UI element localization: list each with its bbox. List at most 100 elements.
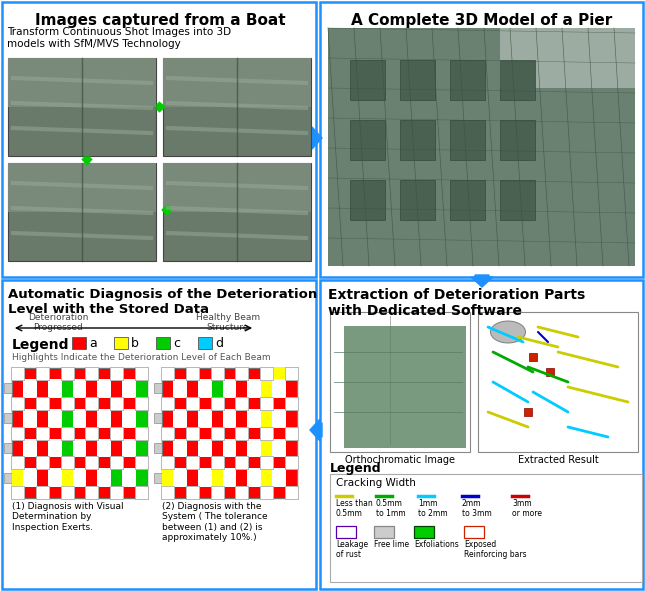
Bar <box>223 439 237 457</box>
Bar <box>154 413 162 423</box>
Bar <box>36 397 49 410</box>
Bar <box>272 409 286 427</box>
Bar <box>161 486 174 499</box>
Bar <box>235 367 248 380</box>
Text: Legend: Legend <box>330 462 382 475</box>
Bar <box>161 367 174 380</box>
Bar <box>223 468 237 487</box>
Bar <box>235 456 248 469</box>
Text: d: d <box>215 337 223 350</box>
Bar <box>8 163 156 212</box>
Bar <box>212 379 223 398</box>
Bar <box>330 312 470 452</box>
Bar <box>23 439 37 457</box>
Bar <box>272 439 286 457</box>
Bar <box>97 439 111 457</box>
Bar <box>62 468 73 487</box>
Bar <box>85 367 99 380</box>
Bar <box>11 456 24 469</box>
Bar <box>97 409 111 427</box>
Bar <box>260 456 273 469</box>
Bar <box>61 456 74 469</box>
Bar <box>122 409 136 427</box>
Bar <box>61 397 74 410</box>
Bar <box>12 427 147 439</box>
Bar <box>36 486 49 499</box>
Bar <box>211 427 224 440</box>
Bar <box>2 280 316 589</box>
Bar <box>235 427 248 440</box>
Bar <box>173 409 187 427</box>
Bar <box>211 397 224 410</box>
Bar <box>285 367 298 380</box>
Bar <box>11 427 24 440</box>
Bar <box>156 337 170 349</box>
Bar <box>261 368 272 498</box>
Bar <box>186 367 199 380</box>
Bar <box>272 379 286 398</box>
Bar <box>48 439 62 457</box>
Text: b: b <box>131 337 139 350</box>
Bar <box>173 379 187 398</box>
Bar <box>135 486 148 499</box>
Bar <box>12 468 23 487</box>
Bar <box>23 379 37 398</box>
Bar <box>122 468 136 487</box>
Bar <box>186 456 199 469</box>
Bar <box>73 379 86 398</box>
Bar <box>85 397 99 410</box>
Bar <box>48 379 62 398</box>
Bar <box>211 367 224 380</box>
Text: Highlights Indicate the Deterioration Level of Each Beam: Highlights Indicate the Deterioration Le… <box>12 353 271 362</box>
Bar <box>350 180 385 220</box>
Bar <box>110 427 123 440</box>
Bar <box>212 468 223 487</box>
Bar <box>85 427 99 440</box>
Bar <box>12 368 147 379</box>
Bar <box>73 409 86 427</box>
Bar <box>61 427 74 440</box>
Bar <box>4 384 12 394</box>
Ellipse shape <box>490 321 526 343</box>
Bar <box>478 312 638 452</box>
Text: Legend: Legend <box>12 338 70 352</box>
Bar <box>374 526 394 538</box>
Bar <box>97 379 111 398</box>
Bar <box>162 368 297 498</box>
Bar <box>110 397 123 410</box>
Bar <box>73 439 86 457</box>
Bar <box>211 486 224 499</box>
Bar <box>97 468 111 487</box>
FancyArrow shape <box>310 419 322 441</box>
Text: 0.5mm
to 1mm: 0.5mm to 1mm <box>376 499 406 518</box>
Bar <box>173 439 187 457</box>
Bar <box>186 427 199 440</box>
Bar <box>248 468 261 487</box>
Text: Images captured from a Boat: Images captured from a Boat <box>35 13 285 28</box>
Bar <box>36 367 49 380</box>
Bar <box>154 473 162 483</box>
Bar <box>198 409 212 427</box>
Bar <box>154 443 162 453</box>
Bar <box>12 368 23 498</box>
Bar <box>161 456 174 469</box>
Bar <box>110 456 123 469</box>
Bar <box>235 456 248 469</box>
Bar <box>110 486 123 499</box>
Bar <box>114 337 128 349</box>
Text: Orthochromatic Image: Orthochromatic Image <box>345 455 455 465</box>
Bar <box>334 316 344 448</box>
Bar <box>162 457 297 468</box>
Bar <box>211 367 224 380</box>
Bar <box>285 456 298 469</box>
Text: Extraction of Deterioration Parts
with Dedicated Software: Extraction of Deterioration Parts with D… <box>328 288 585 318</box>
Bar <box>135 397 148 410</box>
Text: Exfoliations: Exfoliations <box>414 540 459 549</box>
Bar <box>61 397 74 410</box>
Bar <box>450 120 485 160</box>
Bar <box>260 397 273 410</box>
Bar <box>198 337 212 349</box>
Bar <box>186 427 199 440</box>
Bar <box>4 413 12 423</box>
Bar <box>61 427 74 440</box>
